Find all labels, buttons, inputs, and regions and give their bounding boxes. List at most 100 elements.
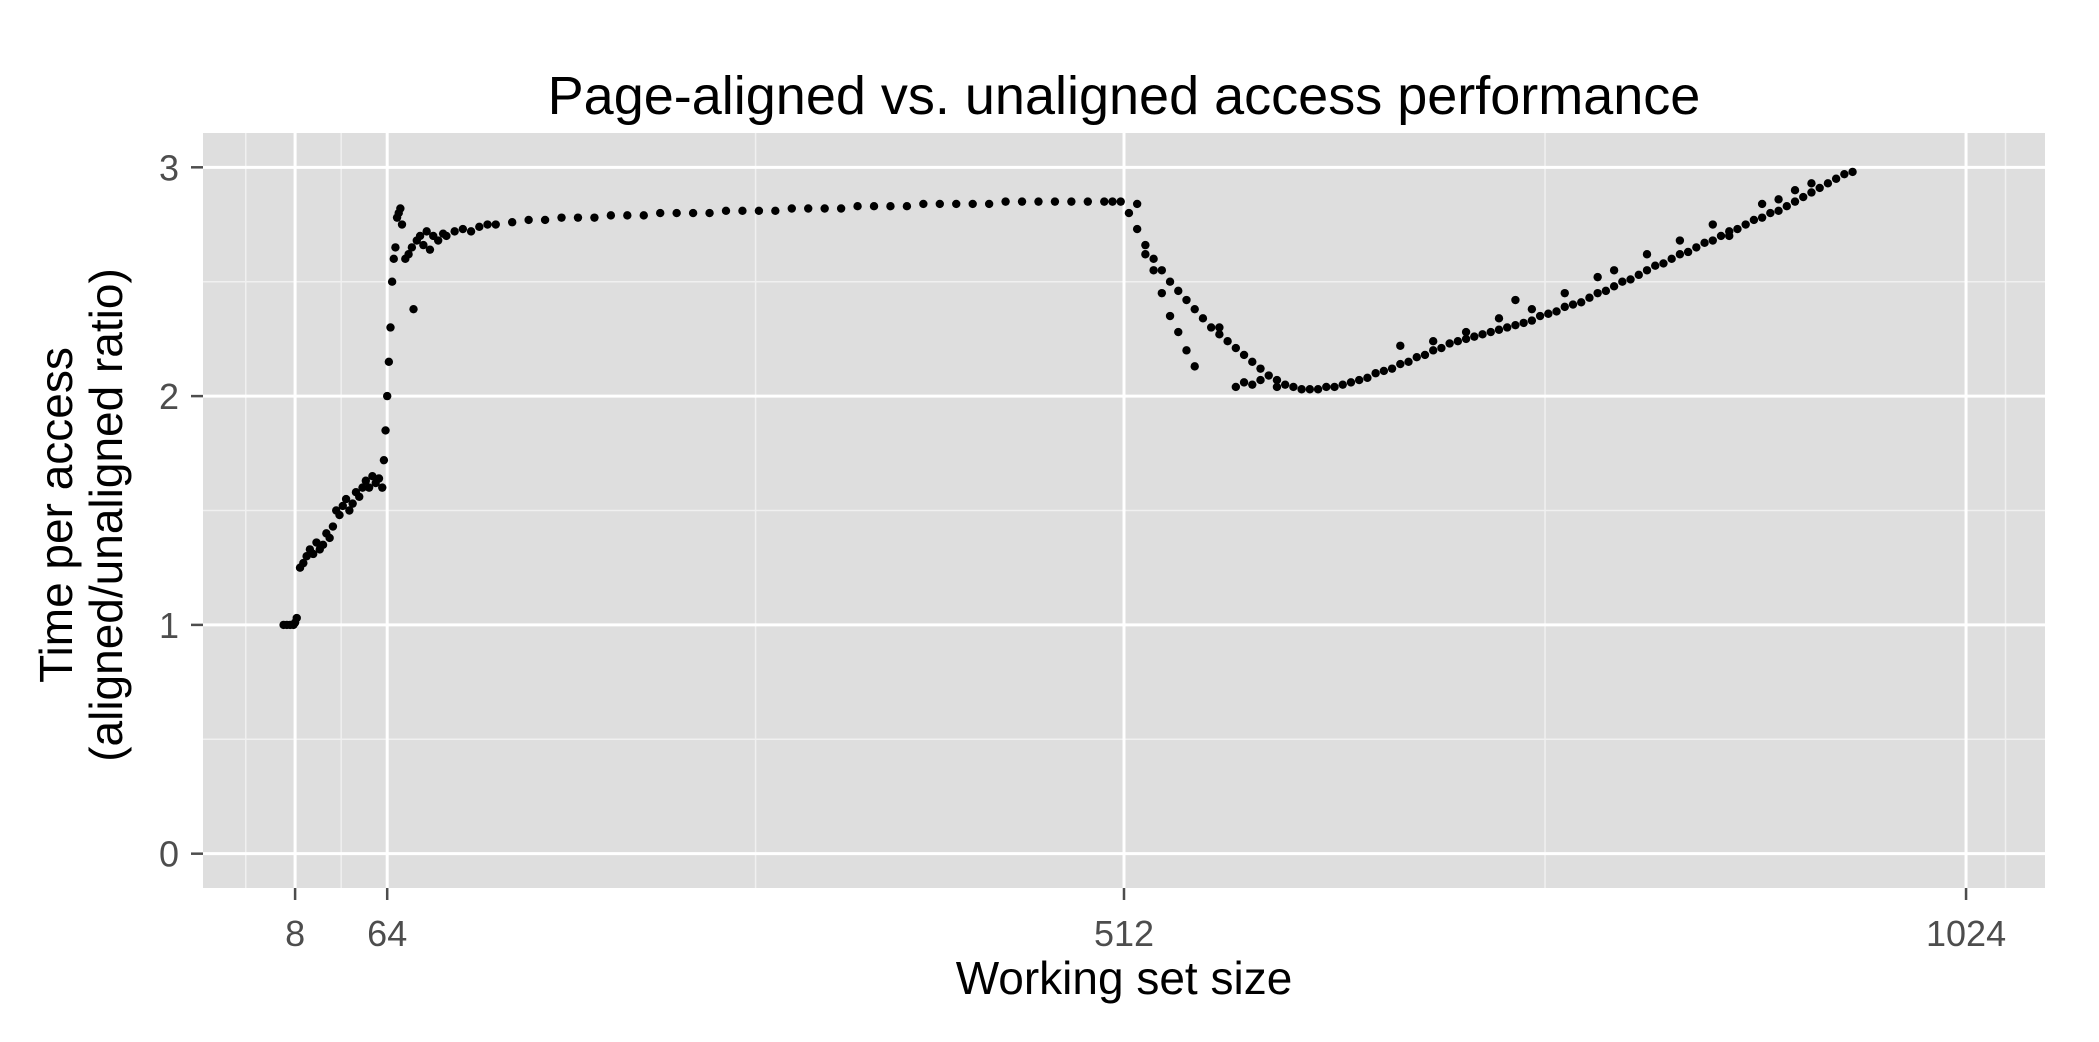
data-point bbox=[1280, 380, 1290, 389]
data-point bbox=[886, 202, 895, 211]
data-point bbox=[1807, 179, 1816, 188]
data-point bbox=[302, 552, 311, 561]
data-point bbox=[1790, 185, 1800, 195]
chart-title: Page-aligned vs. unaligned access perfor… bbox=[548, 66, 1701, 126]
data-point bbox=[1272, 375, 1282, 385]
data-point bbox=[1503, 323, 1512, 332]
data-point bbox=[656, 208, 665, 218]
data-point bbox=[1387, 364, 1397, 373]
data-point bbox=[1371, 369, 1380, 378]
data-point bbox=[1083, 197, 1093, 206]
data-point bbox=[590, 213, 599, 222]
data-point bbox=[1766, 208, 1775, 218]
data-point bbox=[1552, 307, 1561, 316]
data-point bbox=[1132, 224, 1142, 234]
data-point bbox=[1182, 346, 1191, 355]
data-point bbox=[1585, 293, 1594, 302]
data-point bbox=[345, 506, 354, 515]
data-point bbox=[1157, 266, 1167, 275]
data-point bbox=[1725, 231, 1734, 241]
data-point bbox=[325, 533, 334, 543]
data-point bbox=[1174, 327, 1183, 337]
data-point bbox=[458, 224, 468, 234]
data-point bbox=[407, 243, 417, 252]
data-point bbox=[1831, 174, 1841, 183]
data-point bbox=[1651, 261, 1660, 270]
data-point bbox=[425, 245, 435, 254]
data-point bbox=[378, 483, 387, 492]
data-point bbox=[1165, 277, 1175, 286]
data-point bbox=[364, 483, 374, 492]
data-point bbox=[1494, 314, 1504, 323]
data-point bbox=[1396, 359, 1405, 369]
data-point bbox=[1174, 286, 1183, 296]
data-point bbox=[1700, 238, 1709, 248]
data-point bbox=[491, 220, 500, 229]
data-point bbox=[1165, 311, 1175, 321]
data-point bbox=[397, 220, 407, 229]
data-point bbox=[820, 204, 829, 213]
y-tick-label: 1 bbox=[159, 605, 179, 646]
data-point bbox=[1231, 343, 1241, 353]
x-axis-title: Working set size bbox=[956, 952, 1293, 1004]
data-point bbox=[1198, 314, 1208, 323]
data-point bbox=[1248, 380, 1257, 389]
data-point bbox=[1379, 366, 1389, 376]
data-point bbox=[1659, 259, 1668, 268]
data-point bbox=[1190, 304, 1199, 314]
data-point bbox=[1675, 236, 1685, 245]
data-point bbox=[1116, 197, 1125, 206]
data-point bbox=[1050, 197, 1060, 206]
data-point bbox=[396, 204, 405, 213]
data-point bbox=[381, 426, 390, 435]
data-point bbox=[1790, 197, 1800, 206]
data-point bbox=[1741, 220, 1750, 229]
data-point bbox=[1264, 371, 1273, 380]
data-point bbox=[1708, 236, 1717, 245]
data-point bbox=[540, 215, 550, 225]
data-point bbox=[984, 199, 994, 209]
data-point bbox=[1256, 364, 1265, 373]
data-point bbox=[1757, 199, 1767, 209]
data-point bbox=[1634, 270, 1643, 280]
axes: 8 64 512 1024 0 1 2 3 bbox=[159, 147, 2006, 954]
data-point bbox=[507, 218, 517, 227]
data-point bbox=[1248, 357, 1257, 366]
data-point bbox=[1675, 250, 1685, 259]
data-point bbox=[1346, 378, 1356, 387]
data-point bbox=[361, 476, 371, 485]
data-point bbox=[1560, 288, 1569, 298]
data-point bbox=[1609, 266, 1619, 275]
data-point bbox=[1560, 302, 1569, 312]
data-point bbox=[1519, 318, 1528, 328]
data-point bbox=[1428, 336, 1438, 346]
data-point bbox=[1322, 382, 1331, 392]
data-point bbox=[1527, 316, 1537, 325]
data-point bbox=[672, 208, 681, 218]
data-point bbox=[1190, 362, 1199, 371]
data-point bbox=[355, 492, 364, 501]
data-point bbox=[853, 202, 862, 211]
data-point bbox=[328, 522, 338, 531]
data-point bbox=[386, 323, 395, 332]
data-point bbox=[1782, 202, 1791, 211]
data-point bbox=[475, 222, 484, 232]
data-point bbox=[1642, 266, 1652, 275]
data-point bbox=[1807, 188, 1816, 197]
data-point bbox=[1535, 311, 1545, 321]
data-point bbox=[368, 471, 377, 481]
data-point bbox=[787, 204, 796, 213]
data-point bbox=[1223, 336, 1232, 346]
data-point bbox=[1840, 169, 1849, 179]
data-point bbox=[1256, 375, 1265, 385]
data-point bbox=[1182, 295, 1191, 305]
data-point bbox=[1330, 382, 1339, 392]
data-point bbox=[1428, 346, 1438, 355]
data-point bbox=[1618, 277, 1627, 286]
data-point bbox=[1544, 309, 1553, 318]
y-axis-title-line-1: Time per access bbox=[30, 347, 82, 683]
data-point bbox=[433, 236, 443, 245]
data-point bbox=[1815, 183, 1824, 193]
data-point bbox=[688, 208, 698, 218]
